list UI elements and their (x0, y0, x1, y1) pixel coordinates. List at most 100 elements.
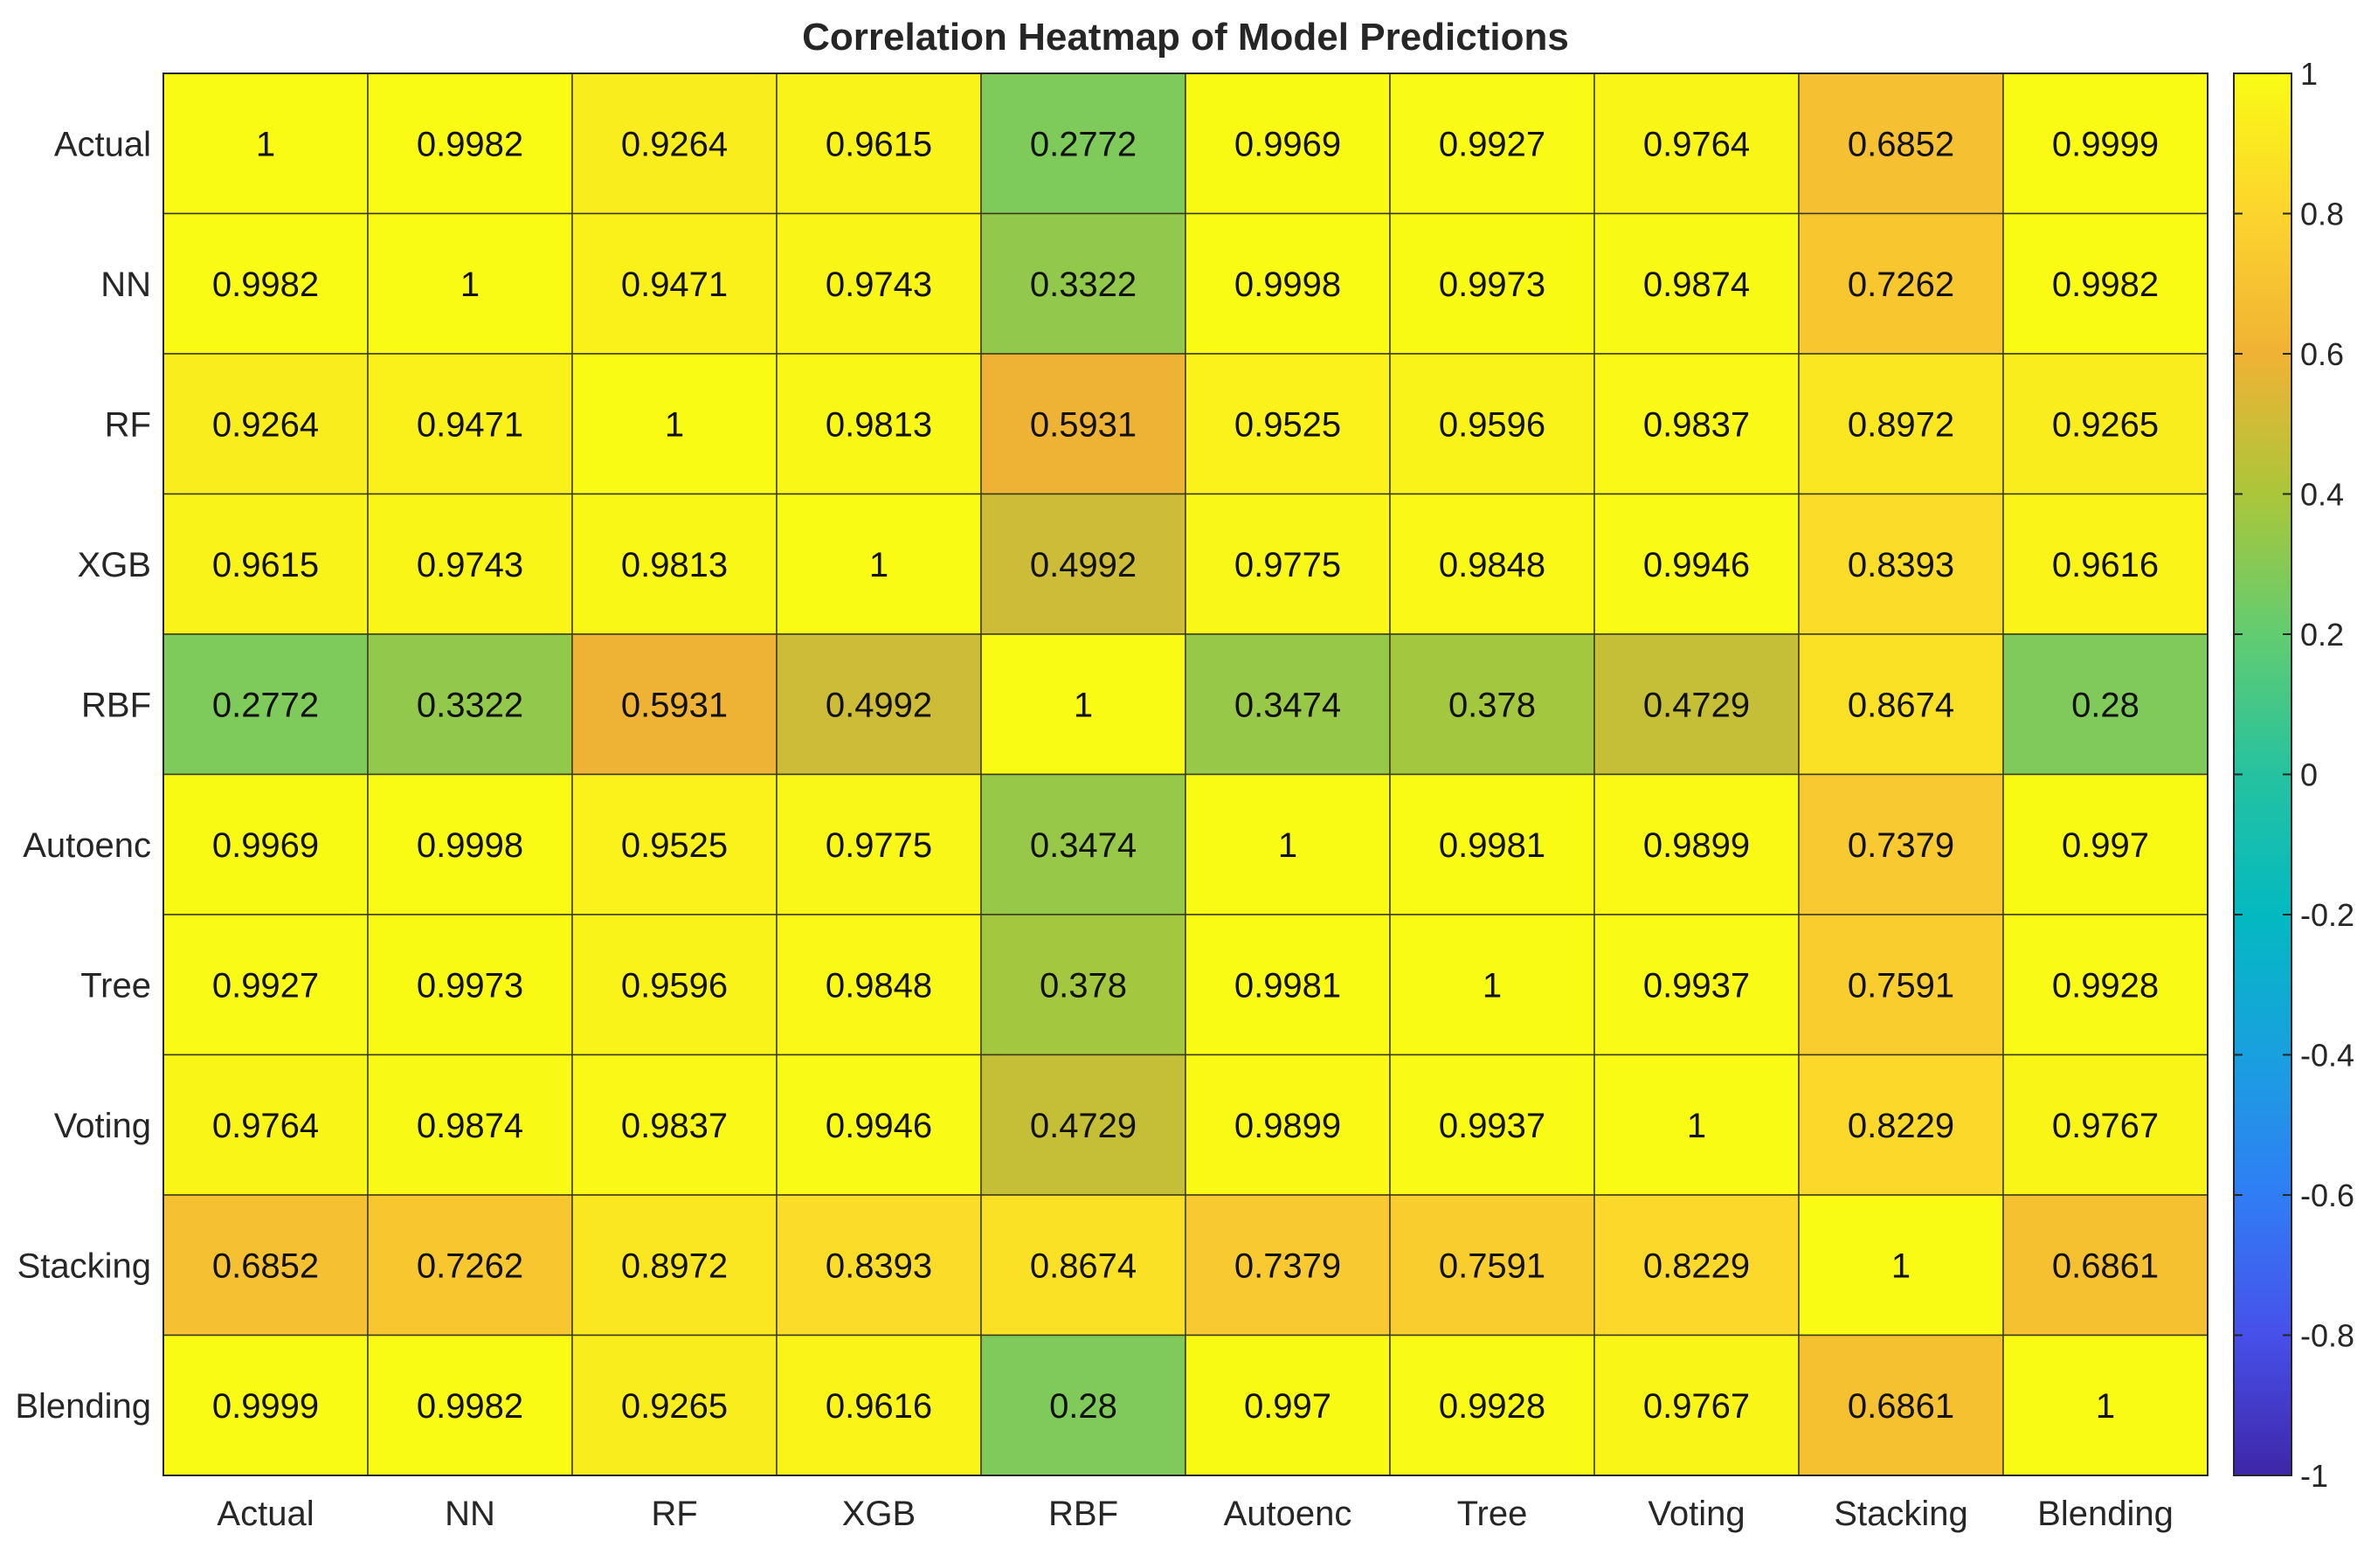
cell-value-label: 1 (1278, 826, 1297, 865)
heatmap-cell (1798, 1194, 2004, 1337)
column-label: RF (651, 1495, 697, 1533)
heatmap-cell (1593, 1053, 1800, 1196)
cell-value-label: 0.8229 (1643, 1247, 1750, 1285)
cell-value-label: 1 (256, 125, 275, 163)
colorbar-gradient (2233, 73, 2292, 1476)
heatmap-cell (367, 633, 573, 776)
cell-value-label: 0.9982 (417, 125, 523, 163)
colorbar-tick-label: -1 (2300, 1458, 2328, 1494)
cell-value-label: 0.9982 (2052, 266, 2159, 304)
heatmap-cell (776, 914, 982, 1056)
heatmap-cell (980, 493, 1186, 635)
cell-value-label: 0.6861 (1848, 1387, 1954, 1426)
column-labels: Actual NN RF XGB RBF Autoenc Tree Voting Stackin… (217, 1495, 2173, 1533)
heatmap-cell (1593, 493, 1800, 635)
cell-value-label: 0.9775 (1234, 546, 1341, 584)
heatmap-cell (980, 1053, 1186, 1196)
cell-value-label: 0.9899 (1234, 1107, 1341, 1145)
heatmap-cell (776, 73, 982, 215)
cell-value-label: 0.9998 (417, 826, 523, 865)
heatmap-cell (162, 353, 369, 495)
cell-value-label: 0.9265 (2052, 405, 2159, 444)
cell-value-label: 0.4729 (1643, 686, 1750, 724)
row-label: Voting (54, 1107, 151, 1145)
cell-value-label: 0.9837 (621, 1107, 728, 1145)
cell-value-label: 1 (1891, 1247, 1911, 1285)
cell-value-label: 0.9837 (1643, 405, 1750, 444)
heatmap-cell (162, 493, 369, 635)
cell-value-label: 0.4992 (1030, 546, 1137, 584)
colorbar-tick-label: 0.6 (2300, 336, 2344, 372)
colorbar-tick-label: 0.8 (2300, 197, 2344, 232)
cell-value-label: 0.9946 (826, 1107, 932, 1145)
cell-value-label: 0.9743 (826, 266, 932, 304)
heatmap-cell (367, 1334, 573, 1476)
column-label: Actual (217, 1495, 314, 1533)
cell-value-label: 0.28 (2071, 686, 2139, 724)
cell-value-label: 0.9525 (621, 826, 728, 865)
cell-value-label: 0.9874 (417, 1107, 523, 1145)
heatmap-cell (980, 633, 1186, 776)
heatmap-cell (367, 353, 573, 495)
heatmap-cell (2002, 73, 2208, 215)
heatmap-cell (1389, 493, 1595, 635)
heatmap-cell (776, 1053, 982, 1196)
cell-value-label: 0.9596 (621, 966, 728, 1005)
cell-value-label: 0.9928 (1439, 1387, 1545, 1426)
row-label: Blending (15, 1387, 151, 1426)
cell-value-label: 0.9471 (417, 405, 523, 444)
heatmap-cell (571, 212, 778, 355)
cell-value-label: 0.9615 (212, 546, 319, 584)
heatmap-cell (1593, 212, 1800, 355)
heatmap-cell (162, 914, 369, 1056)
heatmap-cell (571, 773, 778, 915)
cell-value-label: 0.9946 (1643, 546, 1750, 584)
heatmap-cell (980, 1194, 1186, 1337)
heatmap-cell (1185, 914, 1391, 1056)
cell-value-label: 0.378 (1448, 686, 1536, 724)
cell-value-label: 0.9874 (1643, 266, 1750, 304)
cell-value-label: 0.9767 (2052, 1107, 2159, 1145)
cell-value-label: 0.8674 (1848, 686, 1954, 724)
heatmap-cell (1798, 773, 2004, 915)
cell-value-label: 0.28 (1049, 1387, 1117, 1426)
heatmap-cell (1185, 1334, 1391, 1476)
heatmap-cell (571, 633, 778, 776)
chart-title: Correlation Heatmap of Model Predictions (802, 16, 1569, 59)
cell-value-label: 0.9973 (417, 966, 523, 1005)
cell-value-label: 0.9928 (2052, 966, 2159, 1005)
heatmap-cell (2002, 633, 2208, 776)
row-label: Stacking (17, 1247, 151, 1285)
colorbar-tick-label: 0.4 (2300, 477, 2344, 513)
cell-value-label: 0.4729 (1030, 1107, 1137, 1145)
cell-value-label: 0.9927 (212, 966, 319, 1005)
heatmap-cell (776, 1334, 982, 1476)
cell-value-label: 1 (665, 405, 684, 444)
heatmap-cell (162, 1053, 369, 1196)
row-label: Tree (80, 966, 151, 1005)
cell-value-label: 0.9969 (212, 826, 319, 865)
heatmap-cell (1185, 73, 1391, 215)
cell-value-label: 1 (1483, 966, 1502, 1005)
cell-value-label: 0.9764 (1643, 125, 1750, 163)
cell-value-label: 0.4992 (826, 686, 932, 724)
heatmap-cell (1389, 1053, 1595, 1196)
heatmap-cell (1185, 1194, 1391, 1337)
heatmap-cell (1185, 773, 1391, 915)
cell-value-label: 0.2772 (1030, 125, 1137, 163)
cell-value-label: 0.9813 (826, 405, 932, 444)
heatmap-cell (980, 773, 1186, 915)
heatmap-cell (1389, 773, 1595, 915)
heatmap-cell (1798, 493, 2004, 635)
heatmap-cell (1798, 212, 2004, 355)
heatmap-cell (367, 1194, 573, 1337)
row-label: NN (100, 266, 151, 304)
cell-value-label: 0.9471 (621, 266, 728, 304)
colorbar-tick-label: -0.6 (2300, 1178, 2354, 1213)
heatmap-cell (2002, 493, 2208, 635)
cell-value-label: 0.9264 (212, 405, 319, 444)
heatmap-cell (980, 1334, 1186, 1476)
column-label: Autoenc (1224, 1495, 1352, 1533)
heatmap-cell (1185, 493, 1391, 635)
